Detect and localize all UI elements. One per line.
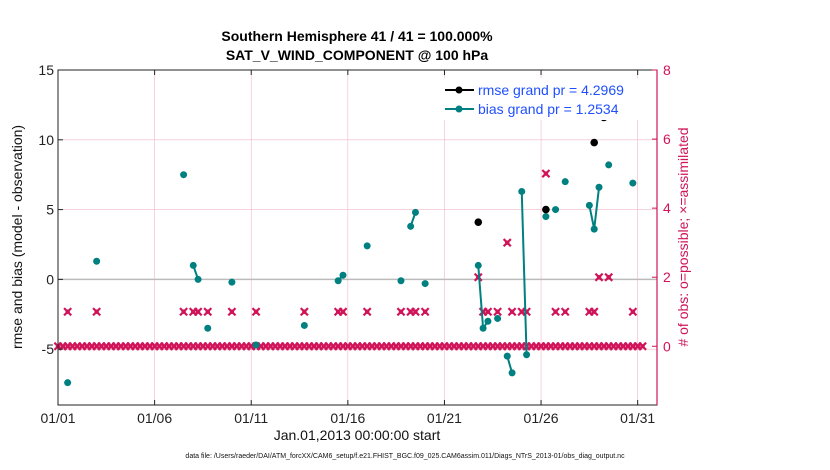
bias-point	[339, 271, 347, 279]
y-axis-left: -5 0 5 10 15	[38, 62, 63, 357]
bias-point	[194, 275, 202, 283]
bias-point	[397, 277, 405, 285]
bias-point	[590, 225, 598, 233]
x-axis-label: Jan.01,2013 00:00:00 start	[274, 427, 441, 443]
obs-assimilated-marker	[362, 307, 372, 317]
obs-assimilated-marker	[396, 307, 406, 317]
obs-assimilated-marker	[299, 307, 309, 317]
obs-assimilated-marker	[420, 307, 430, 317]
bias-point	[542, 213, 550, 221]
y2-axis-label: # of obs: o=possible; ×=assimilated	[675, 127, 691, 346]
bias-point	[204, 324, 212, 332]
obs-assimilated-marker	[560, 307, 570, 317]
bias-point	[180, 171, 188, 179]
bias-point	[494, 314, 502, 322]
obs-layer	[53, 169, 647, 351]
obs-assimilated-marker	[604, 272, 614, 282]
bias-point	[518, 187, 526, 195]
y-tick-label: 10	[38, 132, 54, 148]
plot-frame	[57, 69, 658, 406]
obs-assimilated-marker	[594, 272, 604, 282]
obs-assimilated-marker	[589, 307, 599, 317]
obs-assimilated-marker	[193, 307, 203, 317]
x-axis: 01/01 01/06 01/11 01/16 01/21 01/26 01/31	[40, 70, 655, 426]
obs-assimilated-marker	[63, 307, 73, 317]
rmse-point	[590, 138, 599, 147]
y-axis-label: rmse and bias (model - observation)	[9, 125, 25, 349]
obs-assimilated-marker	[551, 307, 560, 317]
bias-point	[552, 206, 560, 214]
bias-point	[508, 369, 516, 377]
x-tick-label: 01/26	[524, 410, 559, 426]
y-tick-label: 0	[46, 271, 54, 287]
bias-line-segment	[520, 191, 528, 355]
obs-assimilated-marker	[92, 307, 102, 317]
bias-point	[595, 183, 603, 191]
y2-tick-label: 8	[663, 62, 671, 78]
obs-assimilated-marker	[541, 169, 551, 178]
obs-assimilated-marker	[179, 307, 188, 317]
rmse-point	[474, 218, 483, 226]
x-tick-label: 01/16	[330, 410, 365, 426]
chart-title-line1: Southern Hemisphere 41 / 41 = 100.000%	[221, 28, 493, 44]
y-axis-right: 0 2 4 6 8	[652, 62, 671, 405]
x-tick-label: 01/06	[137, 410, 172, 426]
bias-point	[523, 351, 531, 359]
bias-point	[363, 242, 371, 250]
obs-assimilated-marker	[338, 307, 348, 317]
y-tick-label: 15	[38, 62, 54, 78]
legend-box	[440, 78, 650, 120]
bias-point	[334, 277, 342, 285]
bias-point	[629, 179, 637, 187]
obs-assimilated-marker	[502, 238, 512, 248]
obs-assimilated-marker	[483, 307, 493, 317]
y2-tick-label: 6	[663, 131, 671, 147]
x-tick-label: 01/11	[234, 410, 268, 426]
y-tick-label: 5	[46, 202, 54, 218]
obs-assimilated-marker	[522, 307, 531, 317]
bias-point	[407, 222, 415, 230]
x-tick-label: 01/01	[40, 410, 75, 426]
obs-assimilated-marker	[628, 307, 638, 317]
bias-point	[421, 280, 429, 288]
chart-title-line2: SAT_V_WIND_COMPONENT @ 100 hPa	[226, 47, 489, 63]
y2-tick-label: 2	[663, 269, 671, 285]
legend-bias-marker	[455, 105, 463, 113]
obs-assimilated-marker	[411, 307, 420, 317]
obs-assimilated-marker	[507, 307, 517, 317]
legend: rmse grand pr = 4.2969 bias grand pr = 1…	[440, 78, 650, 120]
x-tick-label: 01/31	[620, 410, 655, 426]
bias-point	[479, 324, 487, 332]
obs-assimilated-marker	[203, 307, 213, 317]
obs-assimilated-marker	[251, 307, 261, 317]
bias-point	[189, 261, 197, 269]
y-tick-label: -5	[42, 341, 55, 357]
bias-point	[585, 201, 593, 209]
obs-assimilated-marker	[493, 307, 502, 317]
bias-point	[605, 161, 613, 169]
y2-tick-label: 0	[663, 338, 671, 354]
y2-tick-label: 4	[663, 200, 671, 216]
bias-point	[411, 208, 419, 216]
bias-point	[64, 379, 72, 387]
bias-point	[252, 341, 260, 349]
bias-point	[228, 278, 236, 286]
obs-assimilated-marker	[227, 307, 237, 317]
bias-point	[503, 352, 511, 360]
bias-point	[474, 261, 482, 269]
bias-point	[484, 317, 492, 325]
grid-layer	[57, 69, 657, 405]
data-file-footnote: data file: /Users/raeder/DAI/ATM_forcXX/…	[185, 453, 625, 460]
x-tick-label: 01/21	[427, 410, 462, 426]
bias-point	[300, 321, 308, 329]
rmse-point	[542, 205, 550, 214]
bias-series	[64, 161, 637, 387]
legend-rmse-label: rmse grand pr = 4.2969	[478, 82, 624, 98]
bias-point	[561, 178, 569, 186]
bias-point	[93, 257, 101, 265]
obs-possible-marker	[638, 341, 647, 351]
legend-bias-label: bias grand pr = 1.2534	[478, 101, 619, 117]
legend-rmse-marker	[455, 86, 463, 94]
